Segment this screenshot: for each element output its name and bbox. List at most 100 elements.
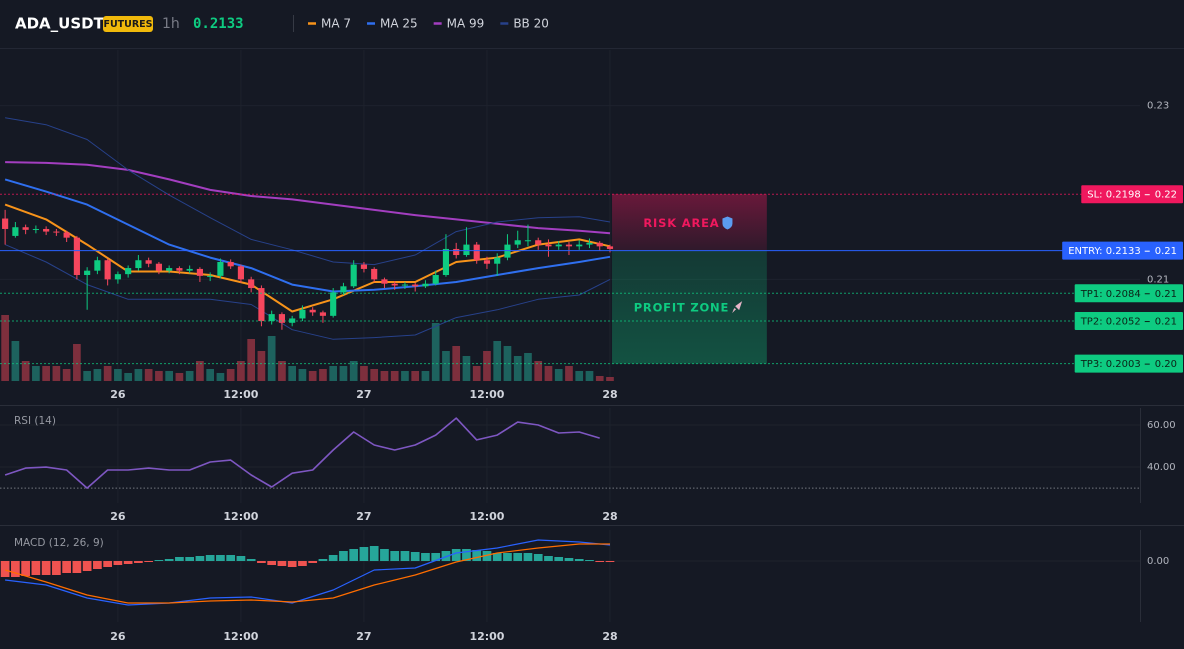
macd-histogram-bar — [605, 561, 615, 562]
x-tick-label: 28 — [602, 510, 617, 523]
volume-bar — [114, 369, 122, 381]
candle-body — [155, 263, 162, 271]
candle-body — [545, 244, 552, 247]
macd-histogram-bar — [185, 557, 195, 561]
volume-bar — [11, 341, 20, 381]
rsi-line — [4, 417, 600, 489]
x-tick-label: 12:00 — [223, 630, 258, 643]
candle-body — [412, 284, 419, 287]
macd-histogram-bar — [595, 561, 605, 562]
macd-histogram-bar — [410, 552, 420, 561]
macd-histogram-bar — [318, 559, 328, 561]
macd-histogram-bar — [103, 561, 113, 567]
volume-bar — [73, 344, 81, 381]
volume-bar — [554, 369, 563, 381]
level-label: SL: 0.2198 — [1087, 190, 1140, 201]
macd-histogram-bar — [503, 553, 512, 561]
candle-body — [565, 244, 573, 247]
candle-body — [473, 244, 480, 261]
last-price: 0.2133 — [193, 16, 244, 32]
y-tick-label: 0.21 — [1147, 274, 1169, 285]
candle-body — [63, 232, 70, 238]
volume-bar — [32, 366, 40, 381]
candle-body — [186, 268, 193, 271]
macd-histogram-bar — [421, 553, 430, 561]
candle-body — [278, 314, 285, 323]
symbol: ADA_USDT — [15, 15, 105, 33]
candle-body — [196, 268, 203, 276]
volume-bar — [93, 369, 102, 381]
macd-histogram-bar — [195, 556, 205, 561]
volume-bar — [216, 373, 225, 381]
macd-histogram-bar — [113, 561, 123, 565]
macd-histogram-bar — [308, 561, 318, 563]
y-tick-label: 0.00 — [1147, 556, 1169, 567]
candle-body — [237, 266, 244, 280]
volume-bar — [575, 371, 584, 381]
macd-histogram-bar — [226, 555, 236, 561]
candle-body — [555, 244, 562, 247]
x-tick-label: 28 — [602, 630, 617, 643]
volume-bar — [462, 356, 471, 381]
macd-histogram-bar — [400, 551, 410, 561]
volume-bar — [196, 361, 204, 381]
candle-body — [463, 244, 470, 256]
macd-histogram-bar — [267, 561, 277, 565]
candle-body — [22, 227, 29, 230]
volume-bar — [513, 356, 522, 381]
candle-body — [84, 270, 91, 276]
macd-histogram-bar — [472, 550, 482, 561]
macd-histogram-bar — [72, 561, 82, 573]
candle-body — [371, 268, 378, 280]
volume-bar — [124, 373, 132, 381]
candle-body — [330, 292, 337, 316]
volume-bar — [401, 371, 409, 381]
macd-histogram-bar — [574, 559, 584, 561]
macd-histogram-bar — [175, 557, 184, 561]
macd-histogram-bar — [462, 549, 471, 561]
macd-histogram-bar — [339, 551, 348, 561]
macd-histogram-bar — [380, 549, 389, 561]
candle-body — [32, 228, 39, 230]
volume-bar — [226, 369, 235, 381]
badge-bg — [103, 16, 153, 32]
volume-bar — [288, 366, 297, 381]
level-label: TP2: 0.2052 — [1080, 317, 1141, 328]
volume-bar — [349, 361, 358, 381]
macd-histogram-bar — [492, 553, 502, 561]
volume-bar — [565, 366, 573, 381]
legend-label: BB 20 — [513, 17, 549, 31]
zone-label: PROFIT ZONE — [634, 301, 729, 315]
x-tick-label: 12:00 — [223, 388, 258, 401]
x-tick-label: 12:00 — [469, 510, 504, 523]
candle-body — [94, 260, 101, 271]
candle-body — [258, 288, 265, 322]
volume-bar — [267, 336, 276, 381]
volume-bar — [431, 323, 440, 381]
x-tick-label: 12:00 — [469, 388, 504, 401]
macd-histogram-bar — [0, 561, 10, 577]
volume-bar — [595, 376, 604, 381]
volume-bar — [370, 369, 379, 381]
level-tag-bg — [1074, 354, 1183, 373]
candle-body — [227, 261, 234, 267]
volume-bar — [421, 371, 430, 381]
macd-histogram-bar — [236, 556, 246, 561]
macd-histogram-bar — [257, 561, 266, 563]
volume-bar — [83, 371, 91, 381]
grid — [0, 50, 1140, 381]
macd-histogram-bar — [544, 556, 553, 561]
level-label: TP1: 0.2084 — [1080, 289, 1141, 300]
zone-icon — [732, 301, 743, 314]
volume-bar — [534, 361, 543, 381]
legend-label: MA 99 — [447, 17, 485, 31]
x-tick-label: 26 — [110, 510, 126, 523]
macd-histogram-bar — [523, 553, 533, 561]
candle-body — [453, 248, 460, 256]
level-tag-bg — [1074, 284, 1183, 303]
badge: FUTURES — [103, 19, 152, 30]
volume-bar — [185, 371, 194, 381]
volume-bar — [329, 366, 338, 381]
volume-bar — [42, 366, 50, 381]
